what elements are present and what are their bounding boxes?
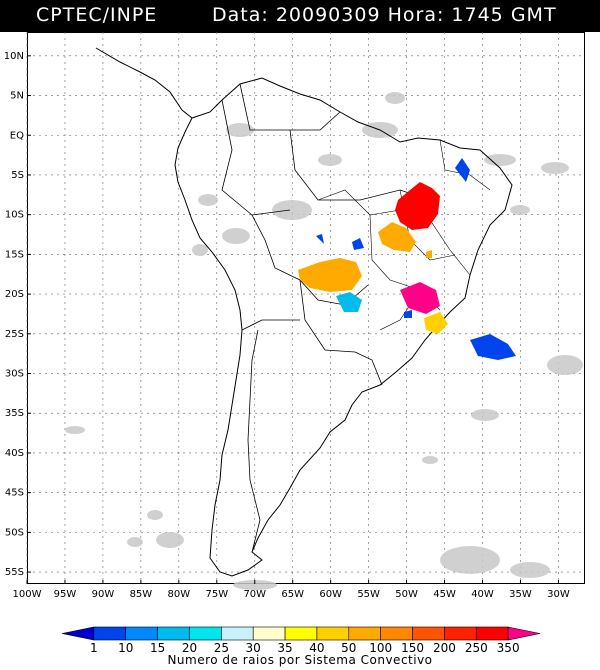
color-bar-value-label: 150 (401, 641, 424, 655)
lon-tick-label: 90W (92, 589, 115, 600)
system-orange-central (378, 222, 416, 252)
system-cyan (336, 292, 362, 312)
lon-tick-label: 55W (357, 589, 380, 600)
color-bar-swatch (444, 626, 477, 641)
color-bar-value-label: 35 (277, 641, 292, 655)
org-name: CPTEC/INPE (36, 4, 158, 26)
lat-tick-label: 5S (11, 170, 24, 181)
lon-tick-label: 95W (54, 589, 77, 600)
lat-tick-label: 45S (5, 488, 24, 499)
lat-tick-label: 5N (10, 91, 24, 102)
color-bar-value-label: 30 (246, 641, 261, 655)
lat-tick-label: 35S (5, 408, 24, 419)
color-bar-value-label: 250 (465, 641, 488, 655)
system-blue-small-1 (352, 238, 364, 250)
lon-tick-label: 65W (281, 589, 304, 600)
color-bar-swatch (157, 626, 190, 641)
color-bar-swatch (93, 626, 127, 641)
color-bar-value-label: 100 (369, 641, 392, 655)
color-bar-swatch (61, 626, 95, 641)
system-yellow-se (424, 312, 448, 334)
color-bar-swatch (316, 626, 350, 641)
lat-tick-label: 50S (5, 527, 24, 538)
lon-tick-label: 100W (13, 589, 42, 600)
lon-tick-label: 45W (433, 589, 456, 600)
color-bar-labels: 1 10 15 20 25 30 35 40 50 100 150 200 250 350 (90, 641, 520, 655)
color-bar-value-label: 350 (497, 641, 520, 655)
color-bar-value-label: 20 (182, 641, 197, 655)
lon-tick-label: 75W (205, 589, 228, 600)
country-borders (221, 83, 431, 553)
color-bar-swatch (412, 626, 445, 641)
color-bar-value-label: 200 (433, 641, 456, 655)
color-bar-swatch (507, 626, 541, 641)
lon-tick-label: 30W (547, 589, 570, 600)
lat-tick-label: 25S (5, 329, 24, 340)
system-blue-small-2 (316, 234, 324, 244)
timestamp: Data: 20090309 Hora: 1745 GMT (212, 4, 557, 26)
color-bar (61, 626, 541, 641)
central-america-coast (95, 47, 193, 119)
color-bar-value-label: 15 (150, 641, 165, 655)
lon-tick-label: 70W (243, 589, 266, 600)
lon-tick-label: 85W (130, 589, 153, 600)
title-bar: CPTEC/INPE Data: 20090309 Hora: 1745 GMT (0, 0, 600, 32)
legend-caption: Numero de raios por Sistema Convectivo (167, 653, 433, 667)
coastline (95, 47, 513, 577)
lon-tick-label: 50W (395, 589, 418, 600)
color-bar-value-label: 50 (341, 641, 356, 655)
system-magenta (400, 282, 440, 314)
lat-tick-label: 15S (5, 249, 24, 260)
convective-systems (298, 158, 516, 360)
color-bar-swatch (125, 626, 158, 641)
system-orange-small (426, 250, 432, 258)
lon-tick-label: 60W (319, 589, 342, 600)
system-blue-small-3 (404, 310, 412, 318)
lon-tick-label: 35W (509, 589, 532, 600)
lat-tick-label: 30S (5, 369, 24, 380)
system-blue-ne (455, 158, 470, 182)
lat-labels: 10N 5N EQ 5S 10S 15S 20S 25S 30S 35S 40S 45S 50S 55S (4, 51, 31, 578)
lat-tick-label: 55S (5, 567, 24, 578)
lon-labels: 100W 95W 90W 85W 80W 75W 70W 65W 60W 55W 50W 45W 40W… (13, 580, 570, 600)
lat-tick-label: 20S (5, 289, 24, 300)
system-orange-west (298, 258, 362, 292)
lon-tick-label: 80W (168, 589, 191, 600)
cloud-cover (65, 92, 583, 590)
map-frame (27, 32, 585, 584)
color-bar-swatch (475, 626, 509, 641)
lat-tick-label: 40S (5, 448, 24, 459)
lat-tick-label: 10S (5, 210, 24, 221)
color-bar-value-label: 1 (90, 641, 98, 655)
color-bar-swatch (284, 626, 318, 641)
lat-tick-label: EQ (10, 130, 24, 141)
system-blue-ocean (470, 334, 516, 360)
lat-tick-label: 10N (4, 51, 24, 62)
color-bar-value-label: 40 (309, 641, 324, 655)
system-red-ne (395, 182, 440, 230)
color-bar-swatch (189, 626, 222, 641)
color-bar-value-label: 25 (214, 641, 229, 655)
lon-tick-label: 40W (471, 589, 494, 600)
color-bar-value-label: 10 (118, 641, 133, 655)
south-america-coast (174, 77, 513, 577)
color-bar-swatch (348, 626, 381, 641)
color-bar-swatch (252, 626, 286, 641)
color-bar-swatch (221, 626, 254, 641)
color-bar-swatch (380, 626, 413, 641)
lat-lon-grid (26, 32, 585, 584)
